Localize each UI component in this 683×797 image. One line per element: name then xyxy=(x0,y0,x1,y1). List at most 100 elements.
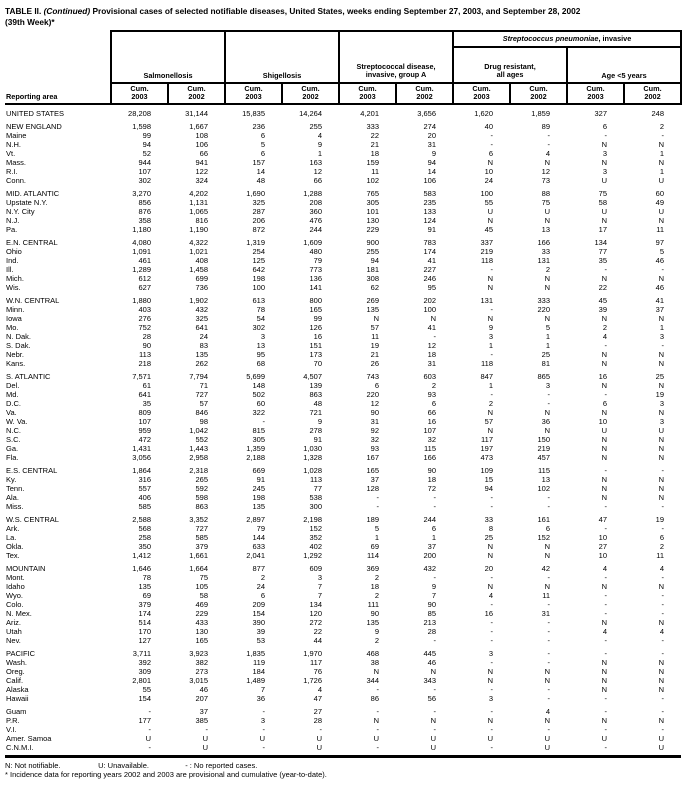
value-cell: 278 xyxy=(309,425,323,435)
value-cell: - xyxy=(490,626,494,636)
value-cell: N xyxy=(487,581,494,591)
value-cell: - xyxy=(547,492,551,502)
value-cell: 12 xyxy=(541,166,551,176)
value-cell: - xyxy=(661,130,665,140)
area-cell: E.S. CENTRAL xyxy=(6,465,58,475)
value-cell: 219 xyxy=(480,246,494,256)
table-row: Del. 61 71 148 139 6 2 1 3 N N xyxy=(5,381,681,390)
footnote-not-notifiable: N: Not notifiable. xyxy=(5,760,61,770)
value-cell: N xyxy=(544,715,551,725)
value-cell: 45 xyxy=(484,224,494,234)
table-row: W.N. CENTRAL 1,880 1,902 613 800 269 202 131 333… xyxy=(5,292,681,305)
value-cell: 135 xyxy=(138,581,151,591)
value-cell: 3 xyxy=(659,416,665,426)
table-row: Ill. 1,289 1,458 642 773 181 227 - 2 - - xyxy=(5,265,681,274)
value-cell: 4 xyxy=(659,563,665,573)
value-cell: 161 xyxy=(537,514,551,524)
value-cell: 1,431 xyxy=(132,443,151,453)
value-cell: - xyxy=(547,648,551,658)
value-cell: 3,015 xyxy=(189,675,209,685)
value-cell: 167 xyxy=(366,452,380,462)
table-row: Pa. 1,180 1,190 872 244 229 91 45 13 17 11 xyxy=(5,225,681,234)
value-cell: 99 xyxy=(313,313,323,323)
value-cell: 3,711 xyxy=(132,648,151,658)
table-row: N.C. 959 1,042 815 278 92 107 N N U U xyxy=(5,426,681,435)
value-cell: - xyxy=(604,635,608,645)
value-cell: 75 xyxy=(541,197,551,207)
value-cell: 457 xyxy=(537,452,551,462)
table-row: W.S. CENTRAL 2,588 3,352 2,897 2,198 189 244 33… xyxy=(5,511,681,524)
value-cell: - xyxy=(490,599,494,609)
value-cell: 62 xyxy=(370,282,380,292)
value-cell: 16 xyxy=(313,331,323,341)
value-cell: 22 xyxy=(313,626,323,636)
footnote-legend: N: Not notifiable. U: Unavailable. - : N… xyxy=(5,761,680,771)
value-cell: 3 xyxy=(545,380,551,390)
cum-2003-header: Cum. 2003 xyxy=(338,81,398,105)
area-cell: Upstate N.Y. xyxy=(6,197,48,207)
value-cell: 31 xyxy=(541,608,551,618)
value-cell: 115 xyxy=(424,443,437,453)
shigellosis-header: Shigellosis xyxy=(224,29,341,83)
area-cell: Ga. xyxy=(6,443,19,453)
value-cell: N xyxy=(544,407,551,417)
value-cell: - xyxy=(604,130,608,140)
table-row: S. Dak. 90 83 13 151 19 12 1 1 - - xyxy=(5,341,681,350)
value-cell: 10 xyxy=(598,532,608,542)
value-cell: 7 xyxy=(431,590,437,600)
value-cell: 736 xyxy=(195,282,209,292)
value-cell: 276 xyxy=(138,313,151,323)
table-row: Wash. 392 382 119 117 38 46 - - N N xyxy=(5,658,681,667)
value-cell: 585 xyxy=(195,532,209,542)
strep-group-a-line1: Streptococcal disease, xyxy=(356,61,436,71)
value-cell: N xyxy=(658,273,665,283)
value-cell: 627 xyxy=(138,282,151,292)
value-cell: 325 xyxy=(252,197,266,207)
value-cell: 800 xyxy=(309,295,323,305)
value-cell: 4,201 xyxy=(360,108,380,118)
value-cell: 130 xyxy=(195,626,209,636)
value-cell: - xyxy=(604,389,608,399)
value-cell: 28 xyxy=(313,715,323,725)
value-cell: 69 xyxy=(370,541,380,551)
value-cell: 69 xyxy=(142,590,151,600)
value-cell: 476 xyxy=(309,215,323,225)
area-cell: Ark. xyxy=(6,523,20,533)
value-cell: 10 xyxy=(598,550,608,560)
value-cell: 1,359 xyxy=(246,443,266,453)
value-cell: N xyxy=(601,715,608,725)
value-cell: 106 xyxy=(195,139,209,149)
value-cell: 154 xyxy=(252,608,266,618)
table-row: W. Va. 107 98 - 9 31 16 57 36 10 3 xyxy=(5,417,681,426)
value-cell: N xyxy=(601,581,608,591)
area-cell: Mich. xyxy=(6,273,24,283)
value-cell: 1,620 xyxy=(474,108,494,118)
value-cell: 189 xyxy=(366,514,380,524)
value-cell: 3 xyxy=(659,398,665,408)
table-row: Minn. 403 432 78 165 135 100 - 220 39 37 xyxy=(5,305,681,314)
value-cell: 108 xyxy=(195,130,209,140)
area-cell: N.C. xyxy=(6,425,21,435)
area-cell: Hawaii xyxy=(6,693,29,703)
area-cell: Tex. xyxy=(6,550,20,560)
value-cell: 325 xyxy=(195,313,209,323)
value-cell: - xyxy=(490,264,494,274)
strep-group-a-header: Streptococcal disease, invasive, group A xyxy=(338,29,455,83)
value-cell: 403 xyxy=(138,304,151,314)
cum-2003-header: Cum. 2003 xyxy=(224,81,284,105)
value-cell: 316 xyxy=(138,474,151,484)
value-cell: 3,923 xyxy=(189,648,209,658)
area-cell: W.N. CENTRAL xyxy=(6,295,60,305)
value-cell: - xyxy=(604,742,608,752)
value-cell: 468 xyxy=(366,648,380,658)
value-cell: - xyxy=(205,724,209,734)
table-row: E.N. CENTRAL 4,080 4,322 1,319 1,609 900 783 33… xyxy=(5,234,681,247)
value-cell: 7,571 xyxy=(132,371,151,381)
value-cell: 38 xyxy=(370,657,380,667)
value-cell: 200 xyxy=(423,550,437,560)
value-cell: 2 xyxy=(374,635,380,645)
value-cell: 94 xyxy=(142,139,151,149)
value-cell: 2 xyxy=(659,121,665,131)
value-cell: 244 xyxy=(423,514,437,524)
value-cell: - xyxy=(376,501,380,511)
